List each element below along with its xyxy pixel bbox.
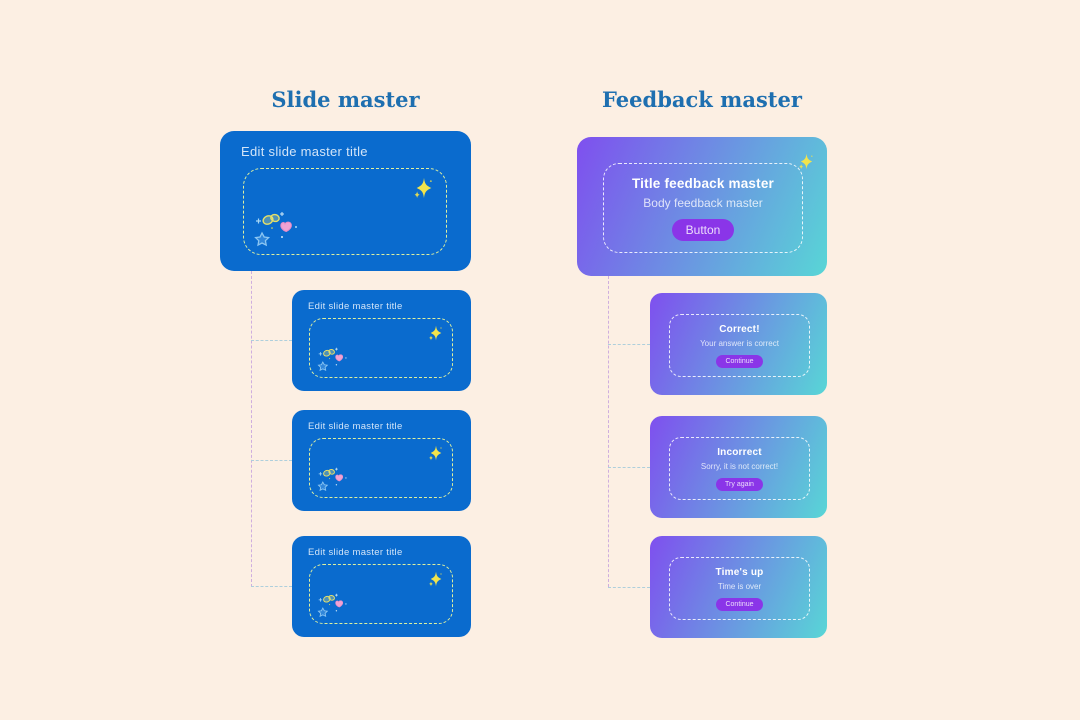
feedback-content-area[interactable]: Incorrect Sorry, it is not correct! Try … bbox=[669, 437, 810, 500]
connector-line-vertical-left bbox=[251, 271, 252, 587]
slide-master-child-card-1[interactable]: Edit slide master title bbox=[292, 290, 471, 391]
sparkle-icon bbox=[799, 153, 813, 170]
slide-master-heading: Slide master bbox=[271, 87, 420, 112]
connector-line-vertical-right bbox=[608, 276, 609, 587]
connector-line-branch bbox=[608, 344, 650, 345]
feedback-master-main-card[interactable]: Title feedback master Body feedback mast… bbox=[577, 137, 827, 276]
connector-line-branch bbox=[251, 586, 292, 587]
feedback-title: Correct! bbox=[719, 323, 760, 335]
slide-master-main-card[interactable]: Edit slide master title bbox=[220, 131, 471, 271]
sparkle-icon bbox=[429, 571, 442, 587]
feedback-incorrect-card[interactable]: Incorrect Sorry, it is not correct! Try … bbox=[650, 416, 827, 518]
feedback-body: Time is over bbox=[717, 581, 762, 591]
sparkle-icon bbox=[429, 445, 442, 461]
slide-title-placeholder: Edit slide master title bbox=[308, 421, 403, 432]
stickers-doodle-icon bbox=[254, 211, 298, 246]
stickers-doodle-icon bbox=[317, 593, 348, 617]
stickers-doodle-icon bbox=[317, 347, 348, 371]
continue-button[interactable]: Continue bbox=[716, 354, 763, 368]
feedback-content-area[interactable]: Correct! Your answer is correct Continue bbox=[669, 314, 810, 377]
feedback-content-area[interactable]: Title feedback master Body feedback mast… bbox=[603, 163, 803, 253]
content-placeholder-area[interactable] bbox=[309, 564, 453, 624]
slide-master-child-card-2[interactable]: Edit slide master title bbox=[292, 410, 471, 511]
feedback-master-heading: Feedback master bbox=[602, 87, 802, 112]
feedback-title: Time's up bbox=[715, 566, 764, 578]
try-again-button[interactable]: Try again bbox=[716, 477, 763, 491]
continue-button[interactable]: Continue bbox=[716, 597, 763, 611]
sparkle-icon bbox=[414, 177, 432, 199]
feedback-correct-card[interactable]: Correct! Your answer is correct Continue bbox=[650, 293, 827, 395]
slide-title-placeholder: Edit slide master title bbox=[308, 547, 403, 558]
feedback-content-area[interactable]: Time's up Time is over Continue bbox=[669, 557, 810, 620]
feedback-timesup-card[interactable]: Time's up Time is over Continue bbox=[650, 536, 827, 638]
connector-line-branch bbox=[251, 340, 292, 341]
connector-line-branch bbox=[251, 460, 292, 461]
feedback-body: Sorry, it is not correct! bbox=[700, 461, 779, 471]
slide-title-placeholder: Edit slide master title bbox=[241, 144, 368, 159]
stickers-doodle-icon bbox=[317, 467, 348, 491]
connector-line-branch bbox=[608, 467, 650, 468]
sparkle-icon bbox=[429, 325, 442, 341]
feedback-body: Your answer is correct bbox=[700, 338, 779, 348]
content-placeholder-area[interactable] bbox=[243, 168, 447, 255]
feedback-button[interactable]: Button bbox=[671, 218, 735, 241]
feedback-title: Title feedback master bbox=[631, 175, 774, 191]
connector-line-branch bbox=[608, 587, 650, 588]
content-placeholder-area[interactable] bbox=[309, 318, 453, 378]
slide-master-child-card-3[interactable]: Edit slide master title bbox=[292, 536, 471, 637]
content-placeholder-area[interactable] bbox=[309, 438, 453, 498]
feedback-body: Body feedback master bbox=[643, 195, 763, 210]
slide-title-placeholder: Edit slide master title bbox=[308, 301, 403, 312]
feedback-title: Incorrect bbox=[717, 446, 762, 458]
